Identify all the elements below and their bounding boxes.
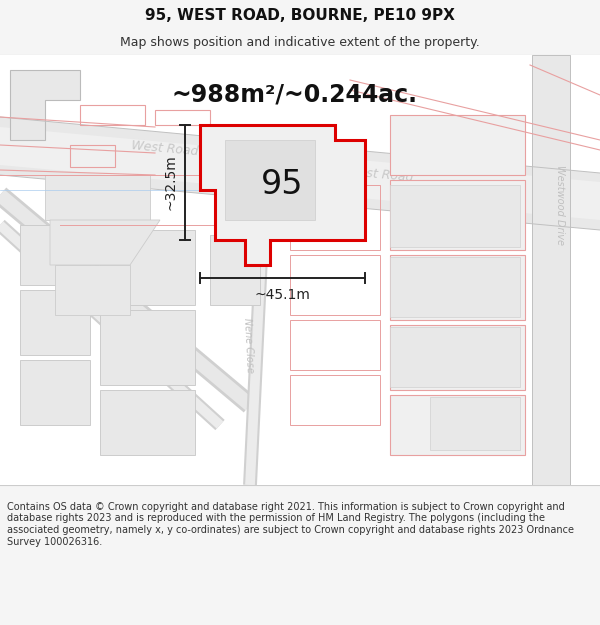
Polygon shape [45, 175, 150, 220]
Text: 95, WEST ROAD, BOURNE, PE10 9PX: 95, WEST ROAD, BOURNE, PE10 9PX [145, 8, 455, 23]
Polygon shape [390, 325, 525, 390]
Polygon shape [430, 397, 520, 450]
Polygon shape [100, 390, 195, 455]
Text: West Road: West Road [131, 139, 199, 159]
Text: 95: 95 [261, 169, 303, 201]
Text: Map shows position and indicative extent of the property.: Map shows position and indicative extent… [120, 36, 480, 49]
Text: ~32.5m: ~32.5m [163, 154, 177, 211]
Polygon shape [20, 360, 90, 425]
Polygon shape [532, 55, 570, 485]
Text: Westwood Drive: Westwood Drive [555, 165, 565, 245]
Polygon shape [55, 265, 130, 315]
Polygon shape [20, 290, 90, 355]
Polygon shape [390, 327, 520, 387]
Polygon shape [100, 230, 195, 305]
Text: Contains OS data © Crown copyright and database right 2021. This information is : Contains OS data © Crown copyright and d… [7, 502, 574, 547]
Polygon shape [210, 235, 260, 305]
Text: Nene Close: Nene Close [242, 318, 254, 372]
Polygon shape [0, 127, 600, 220]
Polygon shape [200, 125, 365, 265]
Polygon shape [390, 257, 520, 317]
Polygon shape [225, 140, 315, 220]
Text: ~988m²/~0.244ac.: ~988m²/~0.244ac. [172, 83, 418, 107]
Text: West Road: West Road [346, 166, 414, 184]
Polygon shape [390, 255, 525, 320]
Polygon shape [390, 115, 525, 175]
Text: ~45.1m: ~45.1m [254, 288, 310, 302]
Polygon shape [20, 225, 90, 285]
Polygon shape [50, 220, 160, 265]
Polygon shape [390, 395, 525, 455]
Polygon shape [390, 185, 520, 247]
Polygon shape [10, 70, 80, 140]
Polygon shape [390, 180, 525, 250]
Polygon shape [100, 310, 195, 385]
Polygon shape [0, 117, 600, 230]
